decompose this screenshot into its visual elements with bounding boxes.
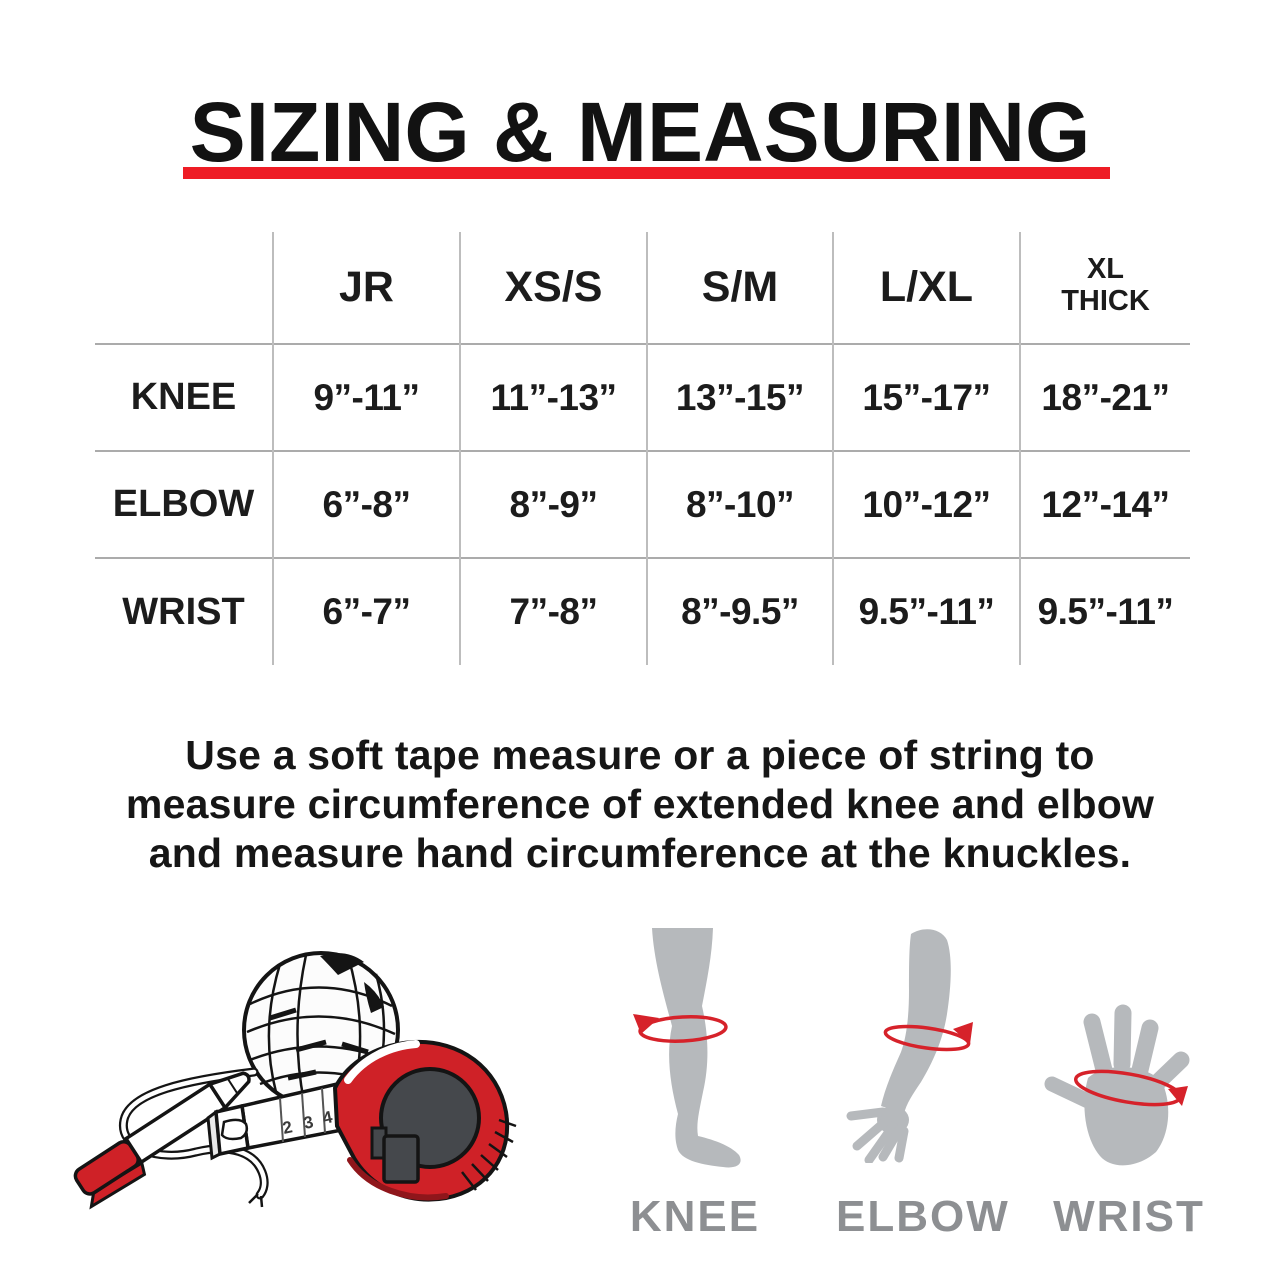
wrist-figure-label: WRIST xyxy=(1053,1192,1205,1241)
elbow-figure-label: ELBOW xyxy=(836,1192,1010,1241)
header-col-xlthick: XL THICK xyxy=(1019,232,1190,344)
hand-silhouette-icon xyxy=(1044,1004,1190,1166)
elbow-measure-ring-icon xyxy=(883,1024,971,1052)
row-label-knee: KNEE xyxy=(95,343,273,451)
header-col-xlthick-text: XL THICK xyxy=(1061,253,1150,317)
sizing-table: JR XS/S S/M L/XL XL THICK KNEE 9”-11” 11… xyxy=(95,232,1190,665)
wrist-measure-arrow-icon xyxy=(1168,1086,1188,1106)
leg-silhouette-icon xyxy=(652,928,741,1168)
cell-wrist-lxl: 9.5”-11” xyxy=(832,557,1020,665)
cell-wrist-jr: 6”-7” xyxy=(272,557,460,665)
knee-figure-label: KNEE xyxy=(629,1192,761,1241)
string-strand-icon xyxy=(118,1067,269,1208)
instructions-line: and measure hand circumference at the kn… xyxy=(148,830,1132,876)
elbow-measure-arrow-icon xyxy=(953,1022,973,1044)
cell-knee-xss: 11”-13” xyxy=(459,343,647,451)
tape-measure-icon: 2 3 4 xyxy=(206,1039,517,1202)
tape-number: 2 xyxy=(281,1117,294,1138)
cell-elbow-jr: 6”-8” xyxy=(272,450,460,558)
cell-elbow-sm: 8”-10” xyxy=(646,450,833,558)
table-row-elbow: ELBOW 6”-8” 8”-9” 8”-10” 10”-12” 12”-14” xyxy=(95,450,1190,558)
cell-elbow-xlthick: 12”-14” xyxy=(1019,450,1190,558)
page-title: SIZING & MEASURING xyxy=(189,85,1091,179)
measuring-instructions: Use a soft tape measure or a piece of st… xyxy=(0,731,1280,878)
cell-knee-jr: 9”-11” xyxy=(272,343,460,451)
cell-wrist-sm: 8”-9.5” xyxy=(646,557,833,665)
header-col-xss: XS/S xyxy=(459,232,647,344)
cell-knee-xlthick: 18”-21” xyxy=(1019,343,1190,451)
title-underline xyxy=(183,167,1110,179)
cell-knee-lxl: 15”-17” xyxy=(832,343,1020,451)
tape-number: 3 xyxy=(302,1112,315,1133)
cell-elbow-lxl: 10”-12” xyxy=(832,450,1020,558)
table-row-knee: KNEE 9”-11” 11”-13” 13”-15” 15”-17” 18”-… xyxy=(95,343,1190,451)
table-header-row: JR XS/S S/M L/XL XL THICK xyxy=(95,232,1190,344)
cell-knee-sm: 13”-15” xyxy=(646,343,833,451)
measuring-tools-illustration: 2 3 4 xyxy=(73,951,517,1210)
cell-wrist-xss: 7”-8” xyxy=(459,557,647,665)
arm-silhouette-icon xyxy=(846,929,951,1163)
wrist-measurement-illustration xyxy=(1044,1004,1190,1166)
header-col-lxl: L/XL xyxy=(832,232,1020,344)
knee-measure-arrow-icon xyxy=(633,1014,659,1034)
cell-wrist-xlthick: 9.5”-11” xyxy=(1019,557,1190,665)
table-row-wrist: WRIST 6”-7” 7”-8” 8”-9.5” 9.5”-11” 9.5”-… xyxy=(95,557,1190,665)
tape-number: 4 xyxy=(321,1107,335,1128)
elbow-measurement-illustration xyxy=(846,929,973,1163)
knee-measurement-illustration xyxy=(633,928,741,1168)
header-col-sm: S/M xyxy=(646,232,833,344)
cell-elbow-xss: 8”-9” xyxy=(459,450,647,558)
instructions-line: measure circumference of extended knee a… xyxy=(125,781,1155,827)
row-label-elbow: ELBOW xyxy=(95,450,273,558)
pen-icon xyxy=(73,1071,251,1210)
header-corner-cell xyxy=(95,232,273,344)
row-label-wrist: WRIST xyxy=(95,557,273,665)
instructions-line: Use a soft tape measure or a piece of st… xyxy=(185,732,1095,778)
header-col-jr: JR xyxy=(272,232,460,344)
